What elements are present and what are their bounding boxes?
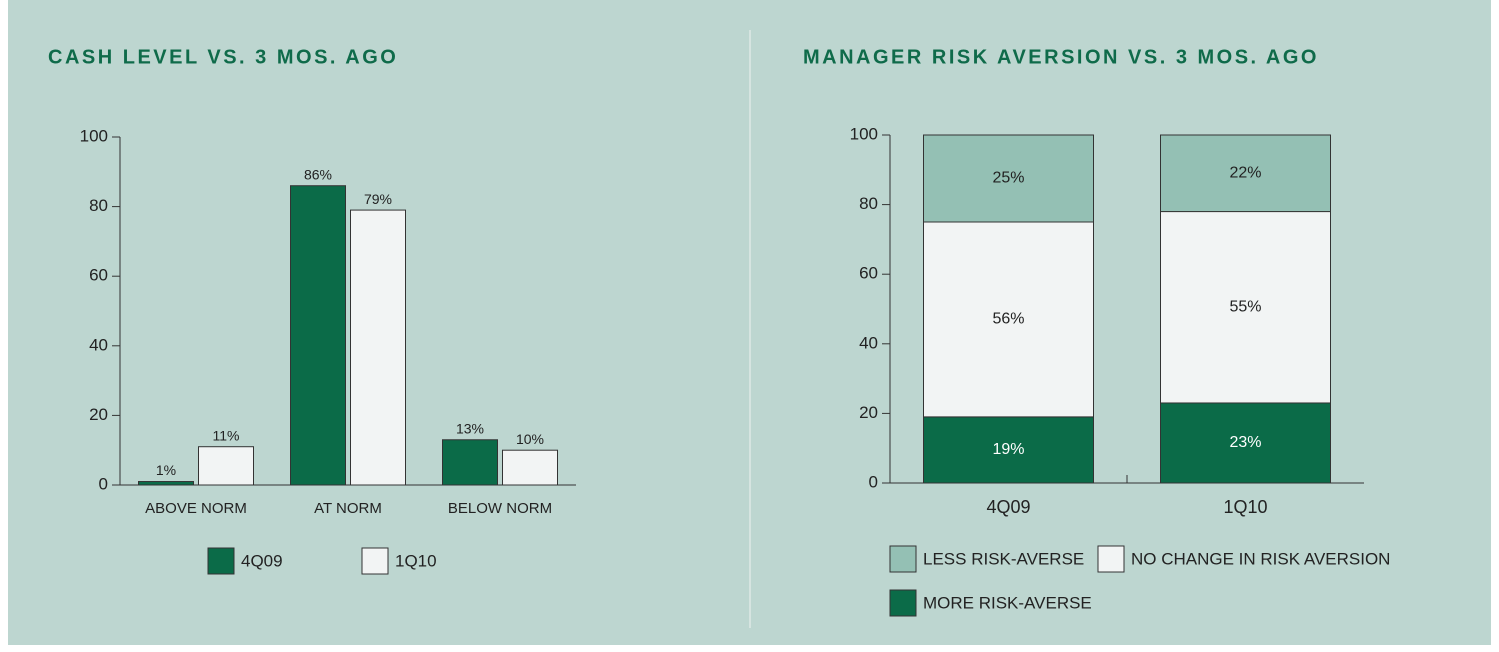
value-label: 55% [1229,298,1261,315]
bar [442,439,498,486]
y-tick-label: 100 [850,124,878,143]
bar-segment [1160,211,1331,404]
value-label: 1% [156,462,176,478]
bar-segment [923,221,1094,418]
y-tick-label: 40 [859,333,878,352]
y-tick-label: 0 [869,472,878,491]
value-label: 56% [992,311,1024,328]
bar-segment [923,416,1094,484]
y-tick-label: 20 [89,405,108,424]
x-tick-label: 4Q09 [986,497,1030,517]
value-label: 79% [364,191,392,207]
legend-swatch [889,545,917,573]
legend-label: NO CHANGE IN RISK AVERSION [1131,549,1390,568]
x-tick-label: ABOVE NORM [145,500,247,517]
legend-label: 4Q09 [241,551,283,570]
bar-segment [923,134,1094,223]
x-tick-label: BELOW NORM [448,500,552,517]
chart-title: CASH LEVEL VS. 3 MOS. AGO [48,46,398,68]
value-label: 25% [992,170,1024,187]
value-label: 86% [304,166,332,182]
bar [198,446,254,486]
bar [350,209,406,486]
bar-segment [1160,134,1331,213]
value-label: 11% [213,427,240,443]
value-label: 23% [1229,434,1261,451]
bar [290,185,346,486]
x-tick-label: 1Q10 [1223,497,1267,517]
y-tick-label: 60 [859,264,878,283]
legend-swatch [361,547,389,575]
y-tick-label: 80 [89,196,108,215]
legend-label: LESS RISK-AVERSE [923,549,1084,568]
y-tick-label: 80 [859,194,878,213]
bar [138,481,194,486]
value-label: 19% [992,441,1024,458]
value-label: 22% [1229,164,1261,181]
value-label: 13% [456,420,484,436]
chart-title: MANAGER RISK AVERSION VS. 3 MOS. AGO [803,46,1319,68]
legend-swatch [889,589,917,617]
legend-label: MORE RISK-AVERSE [923,593,1092,612]
value-label: 10% [516,431,544,447]
x-tick-label: AT NORM [314,500,382,517]
y-tick-label: 40 [89,335,108,354]
y-tick-label: 20 [859,403,878,422]
legend-swatch [1097,545,1125,573]
legend-label: 1Q10 [395,551,437,570]
y-tick-label: 0 [99,474,108,493]
legend-swatch [207,547,235,575]
y-tick-label: 100 [80,126,108,145]
bar [502,449,558,486]
y-tick-label: 60 [89,266,108,285]
